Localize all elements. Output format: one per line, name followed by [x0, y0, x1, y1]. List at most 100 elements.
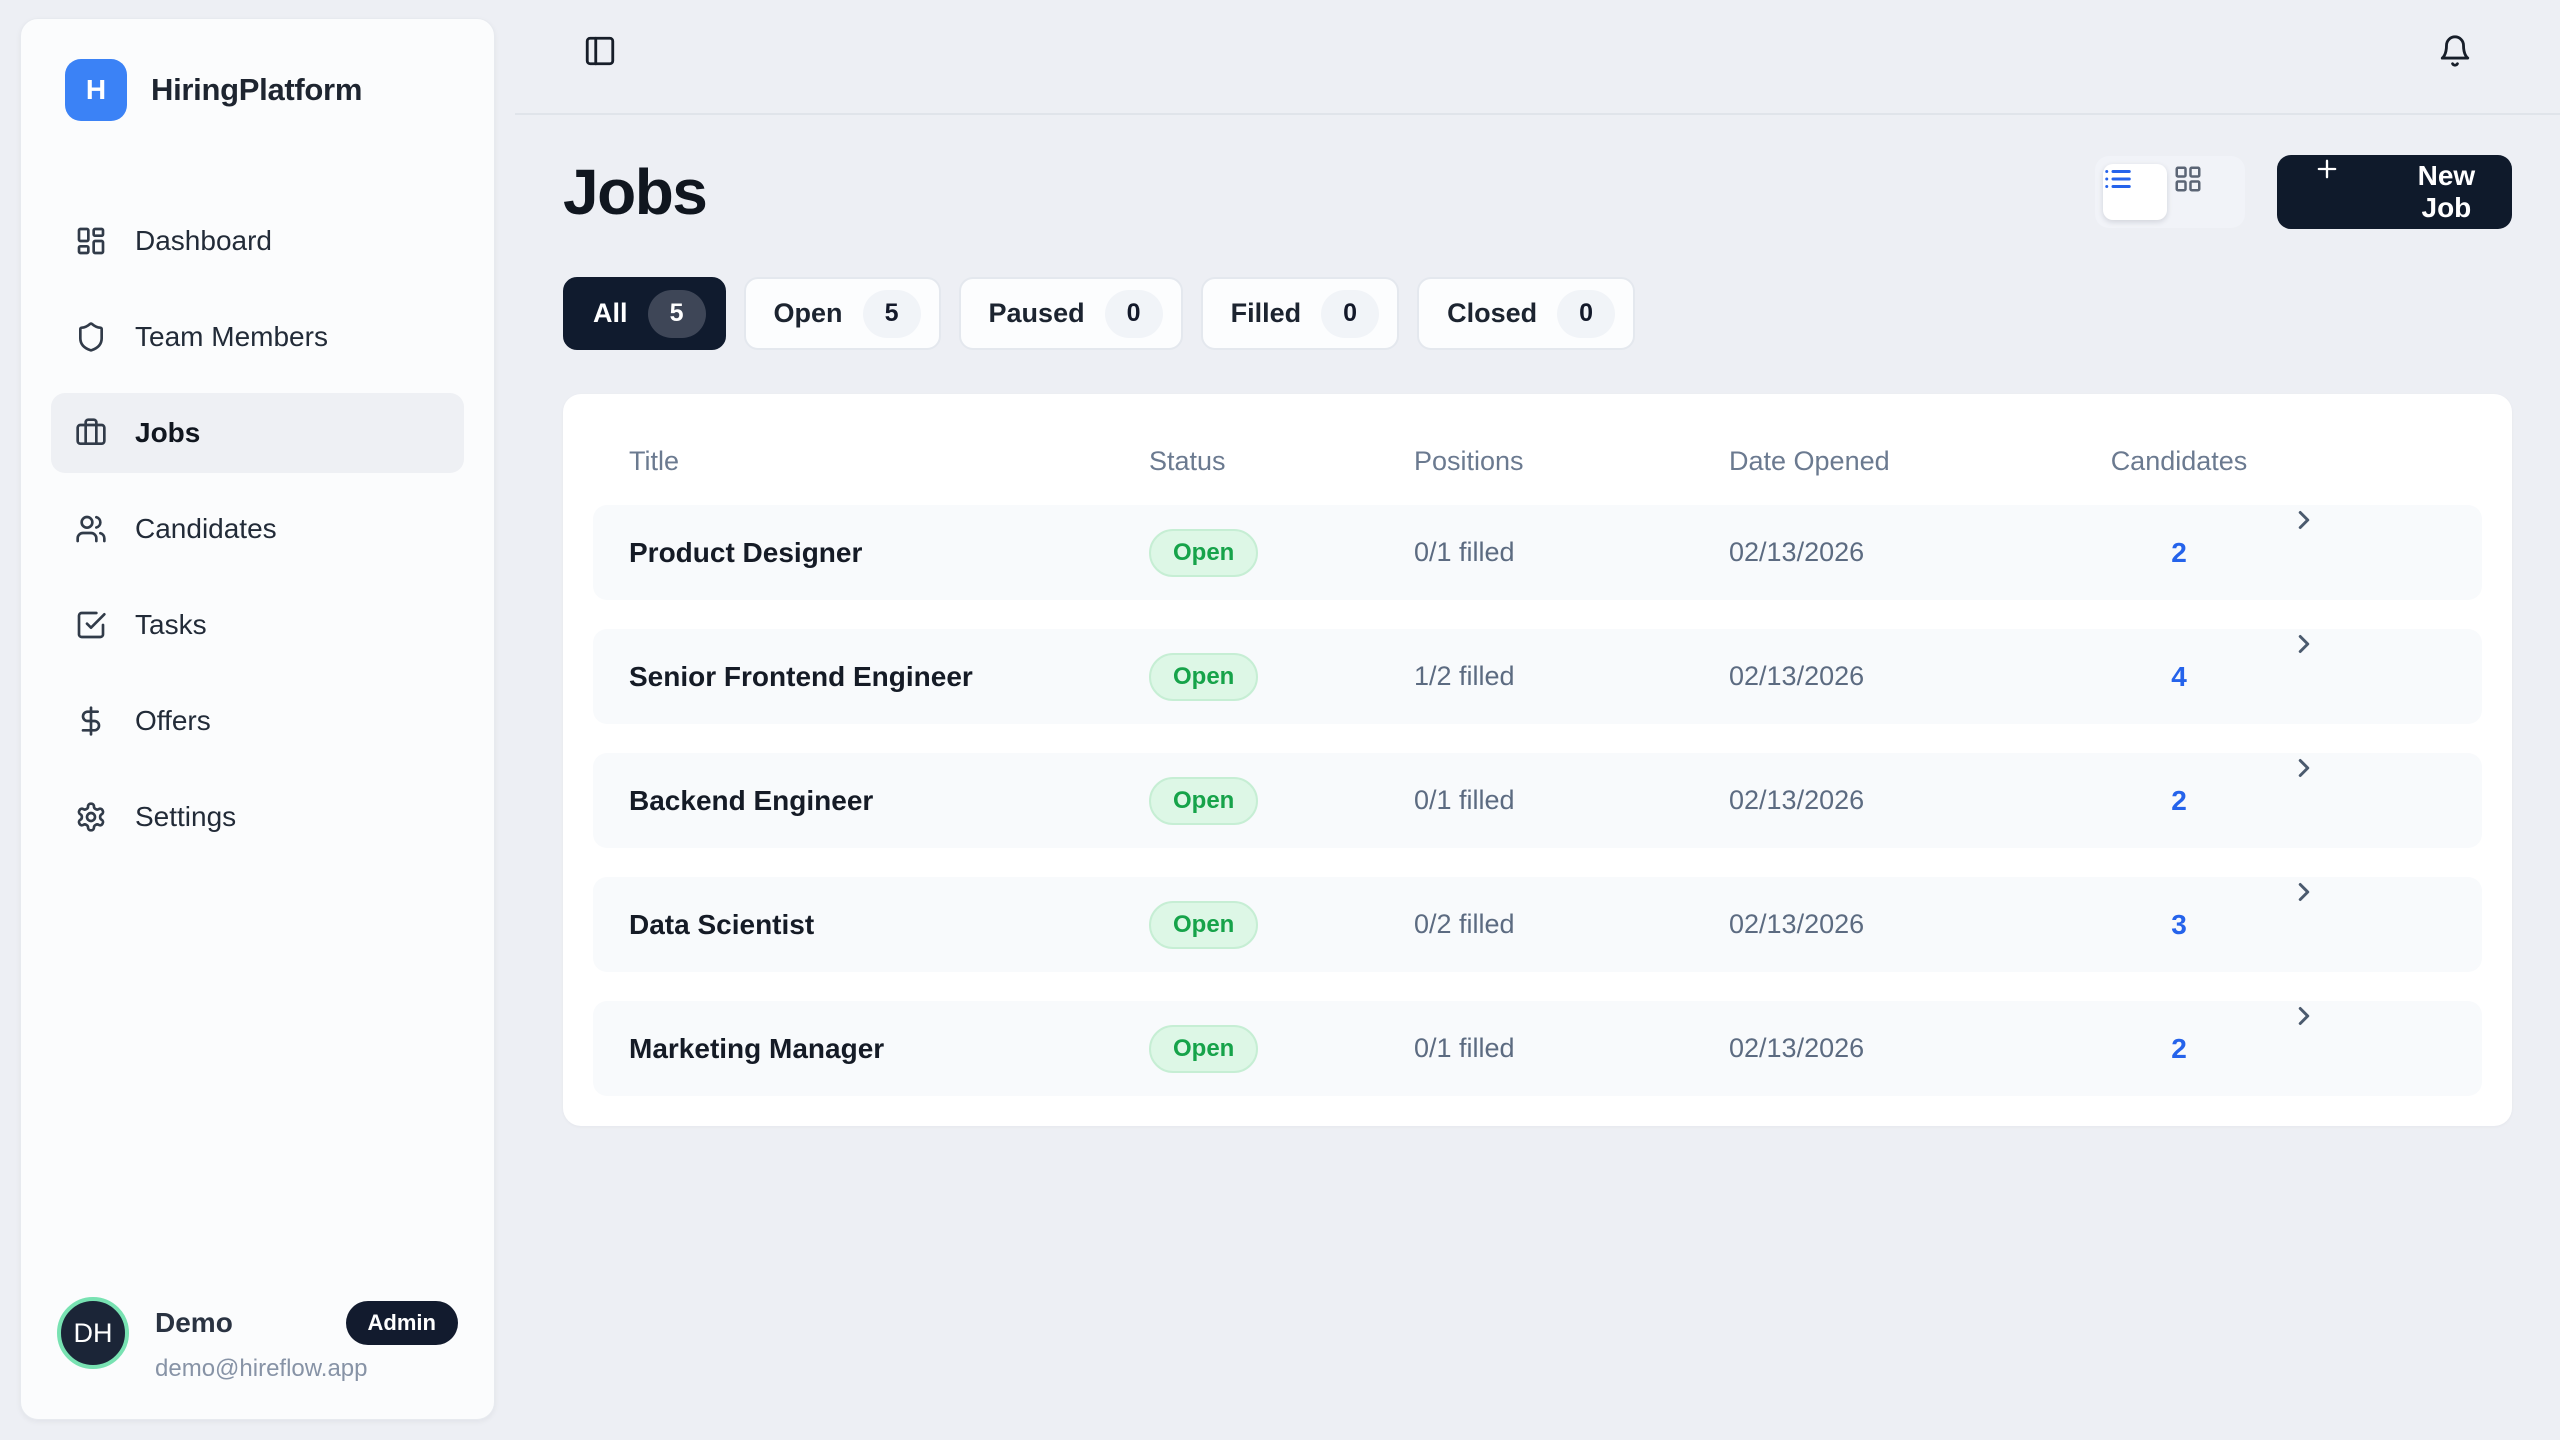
column-candidates: Candidates [2110, 446, 2248, 476]
gear-icon [75, 801, 107, 833]
sidebar-toggle-button[interactable] [583, 34, 629, 80]
jobs-table: Title Status Positions Date Opened Candi… [563, 394, 2512, 1126]
filter-filled[interactable]: Filled 0 [1200, 277, 1400, 350]
job-row-data-scientist[interactable]: Data Scientist Open 0/2 filled 02/13/202… [593, 877, 2482, 972]
column-status: Status [1149, 446, 1226, 476]
sidebar-item-label: Jobs [135, 417, 201, 448]
filter-count-badge: 0 [1321, 289, 1380, 338]
chevron-right-icon [2289, 505, 2454, 600]
filter-count-badge: 5 [862, 289, 921, 338]
status-badge: Open [1149, 776, 1259, 825]
bell-icon [2438, 34, 2484, 80]
sidebar-item-dashboard[interactable]: Dashboard [51, 201, 464, 281]
brand: H HiringPlatform [51, 59, 464, 121]
filter-label: Filled [1230, 298, 1302, 328]
candidates-count-link[interactable]: 2 [2171, 1032, 2187, 1064]
sidebar-item-label: Tasks [135, 609, 207, 640]
chevron-right-icon [2289, 877, 2454, 972]
sidebar-item-label: Offers [135, 705, 211, 736]
sidebar-item-label: Candidates [135, 513, 277, 544]
filter-paused[interactable]: Paused 0 [958, 277, 1183, 350]
sidebar: H HiringPlatform Dashboard Team Members … [20, 18, 495, 1420]
job-row-marketing-manager[interactable]: Marketing Manager Open 0/1 filled 02/13/… [593, 1001, 2482, 1096]
positions-cell: 0/1 filled [1414, 537, 1515, 567]
chevron-right-icon [2289, 1001, 2454, 1096]
dollar-icon [75, 705, 107, 737]
status-badge: Open [1149, 900, 1259, 949]
table-header: Title Status Positions Date Opened Candi… [593, 412, 2482, 505]
column-title: Title [629, 446, 680, 476]
status-badge: Open [1149, 1024, 1259, 1073]
sidebar-item-settings[interactable]: Settings [51, 777, 464, 857]
grid-icon [2173, 164, 2237, 220]
date-opened-cell: 02/13/2026 [1729, 1033, 1865, 1063]
plus-icon [2313, 155, 2397, 229]
chevron-right-icon [2289, 629, 2454, 724]
filter-count-badge: 0 [1557, 289, 1616, 338]
tasks-icon [75, 609, 107, 641]
sidebar-item-team-members[interactable]: Team Members [51, 297, 464, 377]
filter-label: Paused [988, 298, 1085, 328]
candidates-count-link[interactable]: 2 [2171, 536, 2187, 568]
candidates-count-link[interactable]: 3 [2171, 908, 2187, 940]
page-title: Jobs [563, 156, 708, 228]
filter-count-badge: 5 [647, 289, 706, 338]
view-list-button[interactable] [2102, 164, 2167, 220]
sidebar-item-label: Settings [135, 801, 237, 832]
list-icon [2103, 164, 2167, 220]
notifications-button[interactable] [2438, 34, 2484, 80]
job-title: Backend Engineer [629, 784, 874, 816]
job-row-product-designer[interactable]: Product Designer Open 0/1 filled 02/13/2… [593, 505, 2482, 600]
sidebar-nav: Dashboard Team Members Jobs Candidates T… [51, 201, 464, 857]
app-logo: H [65, 59, 127, 121]
job-title: Marketing Manager [629, 1032, 885, 1064]
candidates-count-link[interactable]: 4 [2171, 660, 2187, 692]
chevron-right-icon [2289, 753, 2454, 848]
table-body: Product Designer Open 0/1 filled 02/13/2… [593, 505, 2482, 1096]
positions-cell: 0/1 filled [1414, 1033, 1515, 1063]
content: Jobs New Job All [515, 115, 2560, 1126]
view-toggle [2094, 156, 2245, 228]
column-date-opened: Date Opened [1729, 446, 1890, 476]
status-filters: All 5 Open 5 Paused 0 Filled 0 [563, 277, 2512, 350]
sidebar-item-label: Team Members [135, 321, 328, 352]
topbar [515, 0, 2560, 115]
user-card: DH Demo Admin demo@hireflow.app [51, 1297, 464, 1383]
role-badge: Admin [345, 1301, 458, 1345]
filter-label: Closed [1447, 298, 1538, 328]
positions-cell: 1/2 filled [1414, 661, 1515, 691]
app-name: HiringPlatform [151, 72, 363, 107]
positions-cell: 0/1 filled [1414, 785, 1515, 815]
dashboard-icon [75, 225, 107, 257]
filter-label: All [593, 298, 628, 328]
job-row-backend-engineer[interactable]: Backend Engineer Open 0/1 filled 02/13/2… [593, 753, 2482, 848]
filter-count-badge: 0 [1104, 289, 1163, 338]
candidates-count-link[interactable]: 2 [2171, 784, 2187, 816]
sidebar-item-label: Dashboard [135, 225, 272, 256]
job-row-senior-frontend-engineer[interactable]: Senior Frontend Engineer Open 1/2 filled… [593, 629, 2482, 724]
sidebar-item-candidates[interactable]: Candidates [51, 489, 464, 569]
sidebar-item-jobs[interactable]: Jobs [51, 393, 464, 473]
date-opened-cell: 02/13/2026 [1729, 909, 1865, 939]
filter-open[interactable]: Open 5 [743, 277, 941, 350]
date-opened-cell: 02/13/2026 [1729, 785, 1865, 815]
filter-closed[interactable]: Closed 0 [1417, 277, 1636, 350]
user-email: demo@hireflow.app [155, 1355, 368, 1382]
new-job-button[interactable]: New Job [2276, 155, 2512, 229]
briefcase-icon [75, 417, 107, 449]
main-area: Jobs New Job All [515, 0, 2560, 1440]
filter-all[interactable]: All 5 [563, 277, 726, 350]
user-name: Demo [155, 1307, 233, 1338]
filter-label: Open [773, 298, 843, 328]
date-opened-cell: 02/13/2026 [1729, 537, 1865, 567]
sidebar-item-tasks[interactable]: Tasks [51, 585, 464, 665]
status-badge: Open [1149, 528, 1259, 577]
shield-icon [75, 321, 107, 353]
status-badge: Open [1149, 652, 1259, 701]
panel-left-icon [583, 34, 629, 80]
avatar: DH [57, 1297, 129, 1369]
job-title: Data Scientist [629, 908, 815, 940]
sidebar-item-offers[interactable]: Offers [51, 681, 464, 761]
view-grid-button[interactable] [2173, 164, 2237, 220]
column-positions: Positions [1414, 446, 1524, 476]
